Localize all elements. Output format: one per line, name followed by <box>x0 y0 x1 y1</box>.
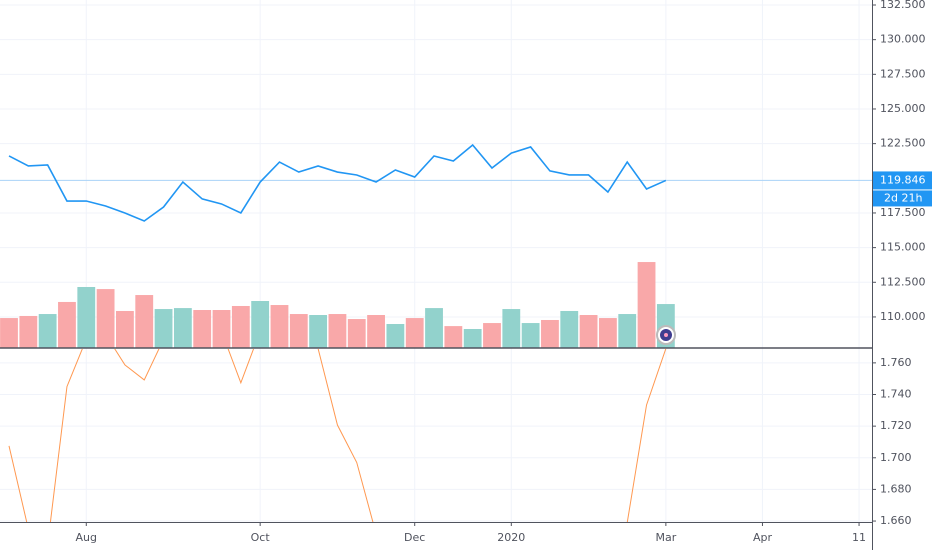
volume-bar <box>328 314 347 348</box>
last-price-label: 119.846 <box>880 173 926 186</box>
volume-bar <box>19 315 38 348</box>
y-tick-label: 115.000 <box>880 241 926 254</box>
volume-bar <box>0 318 18 348</box>
y-tick-label: 110.000 <box>880 310 926 323</box>
y-tick-label: 127.500 <box>880 67 926 80</box>
countdown-box <box>873 190 932 207</box>
volume-bar <box>173 308 192 348</box>
volume-bar <box>77 286 96 348</box>
y-tick-label: 122.500 <box>880 137 926 150</box>
series-line <box>8 143 667 222</box>
countdown-label: 2d 21h <box>884 191 922 204</box>
volume-bar <box>231 305 250 348</box>
y-tick-label: 132.500 <box>880 0 926 11</box>
x-tick-label: Mar <box>655 531 676 544</box>
volume-bar <box>289 314 308 348</box>
y-tick-label: 1.760 <box>880 356 912 369</box>
volume-bar <box>386 324 405 348</box>
y-tick-label: 1.660 <box>880 514 912 527</box>
volume-bar <box>96 289 115 348</box>
volume-bar <box>637 262 656 348</box>
volume-bar <box>579 315 598 348</box>
volume-bar <box>560 310 579 348</box>
x-tick-label: 2020 <box>497 531 525 544</box>
volume-bar <box>367 315 385 348</box>
volume-bar <box>270 305 289 348</box>
volume-bar <box>116 310 134 348</box>
y-tick-label: 117.500 <box>880 206 926 219</box>
volume-bar <box>483 323 501 348</box>
volume-bar <box>502 309 521 348</box>
volume-bar <box>425 308 443 348</box>
marker-icon[interactable] <box>656 325 676 345</box>
y-tick-label: 1.680 <box>880 482 912 495</box>
y-tick-label: 130.000 <box>880 33 926 46</box>
x-tick-label: Apr <box>753 531 773 544</box>
x-tick-label: Oct <box>251 531 271 544</box>
y-tick-label: 1.740 <box>880 388 912 401</box>
series-line <box>8 349 667 522</box>
volume-bar <box>405 318 424 348</box>
volume-bar <box>347 319 366 348</box>
volume-bar <box>309 315 328 348</box>
volume-bar <box>193 310 212 348</box>
volume-bar <box>58 301 76 348</box>
volume-bar <box>463 329 482 348</box>
x-tick-label: Dec <box>404 531 425 544</box>
volume-bar <box>598 318 617 348</box>
volume-bar <box>212 310 231 348</box>
x-tick-label: 11 <box>852 531 866 544</box>
volume-bar <box>541 319 559 348</box>
volume-bar <box>444 326 463 348</box>
y-tick-label: 1.700 <box>880 451 912 464</box>
y-tick-label: 1.720 <box>880 419 912 432</box>
volume-bar <box>135 295 154 348</box>
last-price-box <box>873 171 932 190</box>
volume-bar <box>154 309 173 348</box>
volume-bar <box>38 314 57 348</box>
y-tick-label: 112.500 <box>880 275 926 288</box>
volume-bar <box>618 314 637 348</box>
x-tick-label: Aug <box>76 531 97 544</box>
y-tick-label: 125.000 <box>880 102 926 115</box>
volume-bar <box>521 323 540 348</box>
volume-bar <box>251 300 270 348</box>
